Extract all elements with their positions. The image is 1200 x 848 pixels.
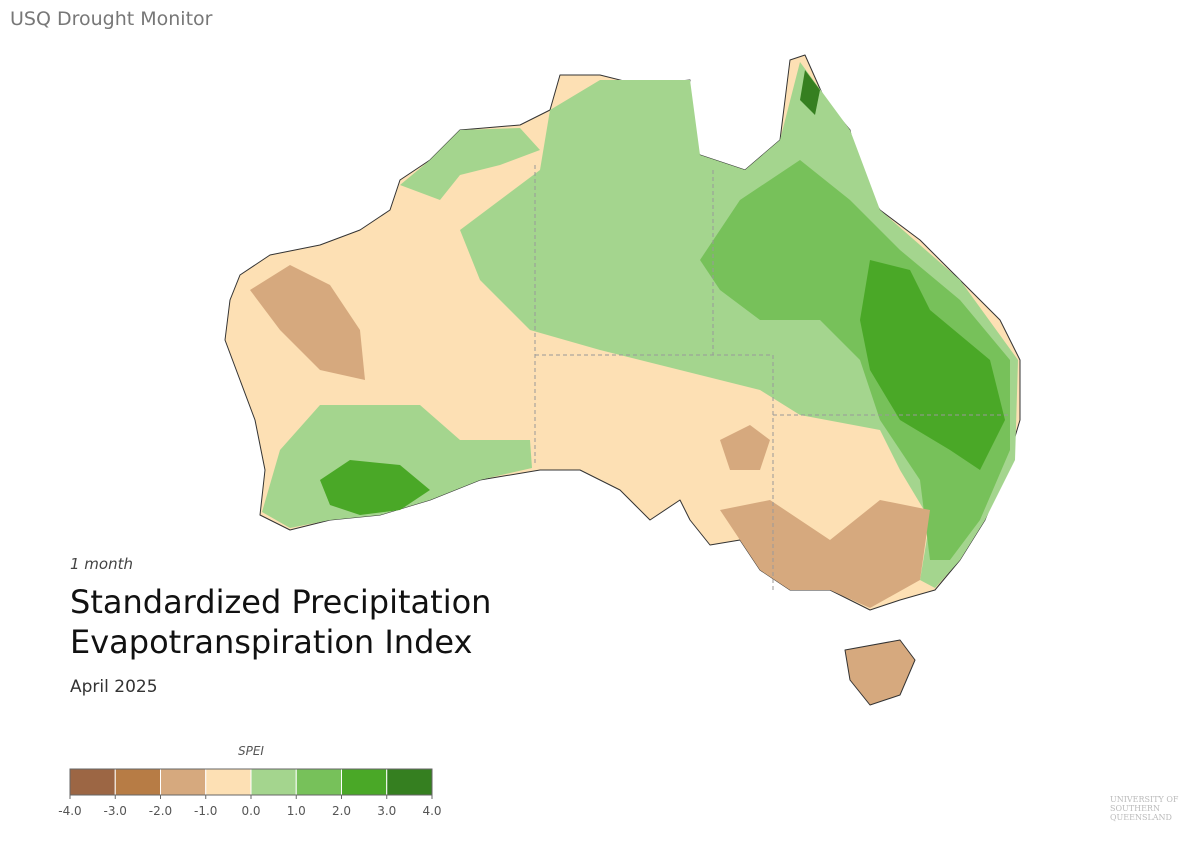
- green-ne-dark: [860, 260, 1005, 470]
- app-title: USQ Drought Monitor: [10, 8, 213, 30]
- legend-tick-label: 4.0: [422, 804, 441, 818]
- legend-tick-label: 2.0: [332, 804, 351, 818]
- legend-swatch: [341, 768, 388, 796]
- green-sw-dark: [320, 460, 430, 515]
- legend-tick-label: -1.0: [194, 804, 217, 818]
- logo: UNIVERSITY OF SOUTHERN QUEENSLAND: [1110, 795, 1179, 822]
- date: April 2025: [70, 677, 158, 697]
- brown-sa: [720, 425, 770, 470]
- legend-swatch: [386, 768, 433, 796]
- title-line: Standardized Precipitation: [70, 583, 492, 621]
- tasmania: [844, 639, 916, 706]
- period: 1 month: [70, 555, 133, 573]
- legend-swatch: [205, 768, 252, 796]
- index-title: Standardized Precipitation Evapotranspir…: [70, 582, 550, 662]
- legend: -4.0 -3.0 -2.0 -1.0 0.0 1.0 2.0 3.0 4.0: [58, 768, 442, 818]
- green-kimberley: [400, 128, 540, 200]
- legend-tick-label: 0.0: [241, 804, 260, 818]
- legend-tick-label: 3.0: [377, 804, 396, 818]
- legend-swatch: [114, 768, 161, 796]
- green-east: [700, 160, 1010, 560]
- legend-tick-label: 1.0: [287, 804, 306, 818]
- green-north: [460, 62, 1018, 588]
- legend-swatch: [250, 768, 297, 796]
- legend-tick-label: -3.0: [104, 804, 127, 818]
- legend-tick-label: -4.0: [58, 804, 81, 818]
- legend-tick-label: -2.0: [149, 804, 172, 818]
- legend-title: SPEI: [238, 744, 264, 758]
- state-borders: [534, 165, 1010, 590]
- title-line: Evapotranspiration Index: [70, 623, 473, 661]
- legend-swatch: [160, 768, 207, 796]
- legend-swatch: [69, 768, 116, 796]
- legend-swatch: [295, 768, 342, 796]
- brown-pilbara: [250, 265, 365, 380]
- australia: [224, 54, 1021, 706]
- green-cape-dark: [800, 70, 820, 115]
